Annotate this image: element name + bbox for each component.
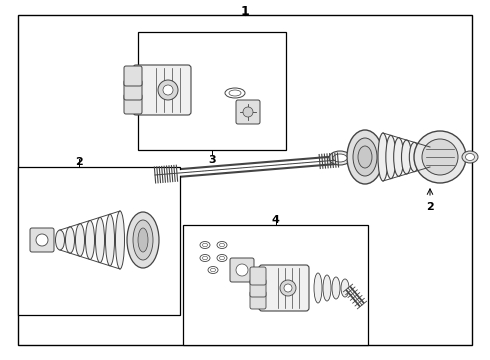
Ellipse shape — [417, 145, 427, 169]
Circle shape — [236, 264, 248, 276]
Ellipse shape — [341, 279, 349, 297]
Circle shape — [414, 131, 466, 183]
Ellipse shape — [138, 228, 148, 252]
FancyBboxPatch shape — [250, 279, 266, 297]
Ellipse shape — [133, 220, 153, 260]
Ellipse shape — [466, 153, 474, 161]
Circle shape — [422, 139, 458, 175]
Ellipse shape — [66, 227, 74, 253]
Ellipse shape — [409, 142, 419, 172]
Circle shape — [243, 107, 253, 117]
Ellipse shape — [55, 230, 65, 250]
FancyBboxPatch shape — [236, 100, 260, 124]
Circle shape — [36, 234, 48, 246]
Text: 4: 4 — [271, 215, 279, 225]
FancyBboxPatch shape — [124, 80, 142, 100]
Bar — [138, 32, 286, 150]
FancyBboxPatch shape — [259, 265, 309, 311]
Text: 2: 2 — [75, 157, 83, 167]
FancyBboxPatch shape — [230, 258, 254, 282]
Ellipse shape — [347, 130, 383, 184]
FancyBboxPatch shape — [133, 65, 191, 115]
Text: 2: 2 — [426, 202, 434, 212]
Ellipse shape — [127, 212, 159, 268]
Ellipse shape — [393, 138, 404, 176]
Ellipse shape — [329, 151, 351, 165]
Bar — [183, 225, 368, 345]
Ellipse shape — [358, 146, 372, 168]
Ellipse shape — [462, 151, 478, 163]
Ellipse shape — [386, 135, 396, 179]
Ellipse shape — [378, 133, 388, 181]
FancyBboxPatch shape — [30, 228, 54, 252]
FancyBboxPatch shape — [250, 291, 266, 309]
Ellipse shape — [105, 214, 115, 266]
Ellipse shape — [314, 273, 322, 303]
Ellipse shape — [332, 277, 340, 299]
Text: 1: 1 — [241, 5, 249, 18]
Ellipse shape — [323, 275, 331, 301]
Text: 3: 3 — [208, 155, 216, 165]
Ellipse shape — [85, 220, 95, 260]
Circle shape — [280, 280, 296, 296]
Ellipse shape — [425, 147, 435, 167]
Circle shape — [284, 284, 292, 292]
Ellipse shape — [96, 217, 104, 263]
Ellipse shape — [116, 211, 124, 269]
FancyBboxPatch shape — [250, 267, 266, 285]
Ellipse shape — [333, 154, 347, 162]
Ellipse shape — [353, 138, 377, 176]
FancyBboxPatch shape — [124, 66, 142, 86]
Bar — [18, 167, 180, 315]
Ellipse shape — [401, 140, 412, 174]
Circle shape — [163, 85, 173, 95]
Circle shape — [158, 80, 178, 100]
FancyBboxPatch shape — [124, 94, 142, 114]
Ellipse shape — [75, 224, 84, 256]
